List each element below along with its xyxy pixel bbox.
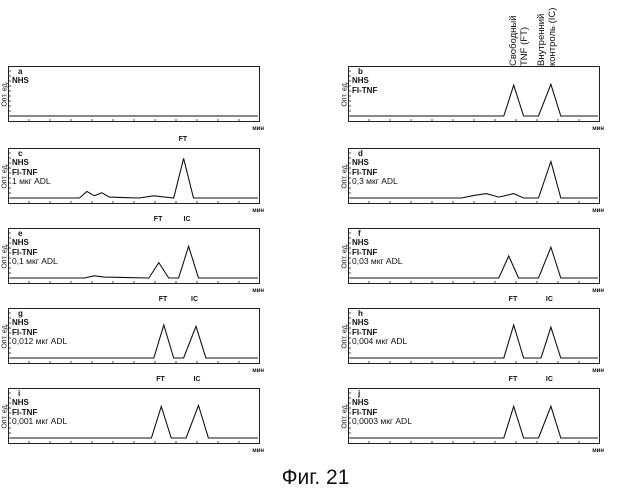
dose-label: 0,0003 мкг ADL (352, 417, 412, 427)
sample-line: NHS (352, 238, 402, 248)
x-axis-unit: мин (592, 368, 604, 374)
peak-label-ft: FT (179, 136, 188, 143)
chromatogram-panel-h: FTIChNHSFI-TNF0,004 мкг ADLОпт. ед.мин (348, 308, 600, 368)
sample-label: NHSFI-TNF0,004 мкг ADL (352, 318, 407, 347)
peak-label-ft: FT (154, 216, 163, 223)
dose-label: 1 мкг ADL (12, 177, 51, 187)
y-axis-label: Опт. ед. (339, 308, 351, 364)
sample-line: NHS (352, 398, 412, 408)
sample-line: NHS (352, 318, 407, 328)
y-axis-label: Опт. ед. (339, 148, 351, 204)
peak-label-ft: FT (159, 296, 168, 303)
x-axis-unit: мин (592, 126, 604, 132)
y-axis-label: Опт. ед. (339, 388, 351, 444)
peak-label-ft: FT (156, 376, 165, 383)
chromatogram-panel-j: FTICjNHSFI-TNF0,0003 мкг ADLОпт. ед.мин (348, 388, 600, 448)
chromatogram-panel-b: bNHSFI-TNFОпт. ед.мин (348, 66, 600, 126)
y-axis-label: Опт. ед. (0, 228, 11, 284)
chromatogram-panel-a: aNHSОпт. ед.мин (8, 66, 260, 126)
x-axis-unit: мин (252, 288, 264, 294)
x-axis-unit: мин (592, 288, 604, 294)
peak-label-ft: FT (509, 376, 518, 383)
peak-label-ic: IC (191, 296, 198, 303)
sample-label: NHSFI-TNF0,03 мкг ADL (352, 238, 402, 267)
x-axis-unit: мин (252, 126, 264, 132)
panel-letter: j (358, 389, 360, 398)
dose-label: 0,1 мкг ADL (12, 257, 58, 267)
sample-line: NHS (12, 76, 29, 86)
x-axis-unit: мин (252, 448, 264, 454)
sample-label: NHSFI-TNF0,1 мкг ADL (12, 238, 58, 267)
panel-letter: h (358, 309, 363, 318)
plot-frame (349, 67, 600, 122)
internal-control-header: Внутренний контроль (IC) (536, 8, 558, 66)
peak-label-ic: IC (546, 296, 553, 303)
sample-label: NHS (12, 76, 29, 86)
dose-label: 0,001 мкг ADL (12, 417, 67, 427)
peak-label-ic: IC (546, 376, 553, 383)
dose-label: 0,012 мкг ADL (12, 337, 67, 347)
sample-line: NHS (12, 398, 67, 408)
chromatogram-panel-e: FTICeNHSFI-TNF0,1 мкг ADLОпт. ед.мин (8, 228, 260, 288)
sample-line: NHS (12, 238, 58, 248)
dose-label: 0,03 мкг ADL (352, 257, 402, 267)
sample-line: FI-TNF (352, 86, 377, 96)
x-axis-unit: мин (252, 208, 264, 214)
chromatogram-trace (350, 84, 598, 116)
x-axis-unit: мин (252, 368, 264, 374)
panel-letter: c (18, 149, 22, 158)
sample-line: NHS (352, 76, 377, 86)
sample-label: NHSFI-TNF0,0003 мкг ADL (352, 398, 412, 427)
sample-label: NHSFI-TNF1 мкг ADL (12, 158, 51, 187)
dose-label: 0,004 мкг ADL (352, 337, 407, 347)
chromatogram-panel-g: FTICgNHSFI-TNF0,012 мкг ADLОпт. ед.мин (8, 308, 260, 368)
free-tnf-header: Свободный TNF (FT) (508, 15, 530, 66)
chromatogram-plot (348, 66, 600, 126)
chromatogram-panel-f: fNHSFI-TNF0,03 мкг ADLОпт. ед.мин (348, 228, 600, 288)
y-axis-label: Опт. ед. (339, 228, 351, 284)
peak-label-ft: FT (509, 296, 518, 303)
y-axis-label: Опт. ед. (0, 308, 11, 364)
y-axis-label: Опт. ед. (0, 148, 11, 204)
sample-line: NHS (12, 318, 67, 328)
sample-label: NHSFI-TNF (352, 76, 377, 95)
chromatogram-plot (8, 66, 260, 126)
panel-letter: e (18, 229, 22, 238)
x-axis-unit: мин (592, 208, 604, 214)
sample-line: NHS (352, 158, 398, 168)
panel-letter: i (18, 389, 20, 398)
y-axis-label: Опт. ед. (0, 66, 11, 122)
dose-label: 0,3 мкг ADL (352, 177, 398, 187)
plot-frame (9, 67, 260, 122)
sample-label: NHSFI-TNF0,3 мкг ADL (352, 158, 398, 187)
peak-label-ic: IC (193, 376, 200, 383)
chromatogram-panel-c: FTcNHSFI-TNF1 мкг ADLОпт. ед.мин (8, 148, 260, 208)
sample-line: NHS (12, 158, 51, 168)
panel-letter: d (358, 149, 363, 158)
sample-label: NHSFI-TNF0,012 мкг ADL (12, 318, 67, 347)
sample-label: NHSFI-TNF0,001 мкг ADL (12, 398, 67, 427)
x-axis-unit: мин (592, 448, 604, 454)
chromatogram-panel-i: FTICiNHSFI-TNF0,001 мкг ADLОпт. ед.мин (8, 388, 260, 448)
figure-caption: Фиг. 21 (0, 466, 631, 490)
y-axis-label: Опт. ед. (0, 388, 11, 444)
panel-letter: b (358, 67, 363, 76)
chromatogram-panel-d: dNHSFI-TNF0,3 мкг ADLОпт. ед.мин (348, 148, 600, 208)
panel-letter: f (358, 229, 361, 238)
panel-letter: g (18, 309, 23, 318)
y-axis-label: Опт. ед. (339, 66, 351, 122)
panel-letter: a (18, 67, 22, 76)
peak-label-ic: IC (184, 216, 191, 223)
